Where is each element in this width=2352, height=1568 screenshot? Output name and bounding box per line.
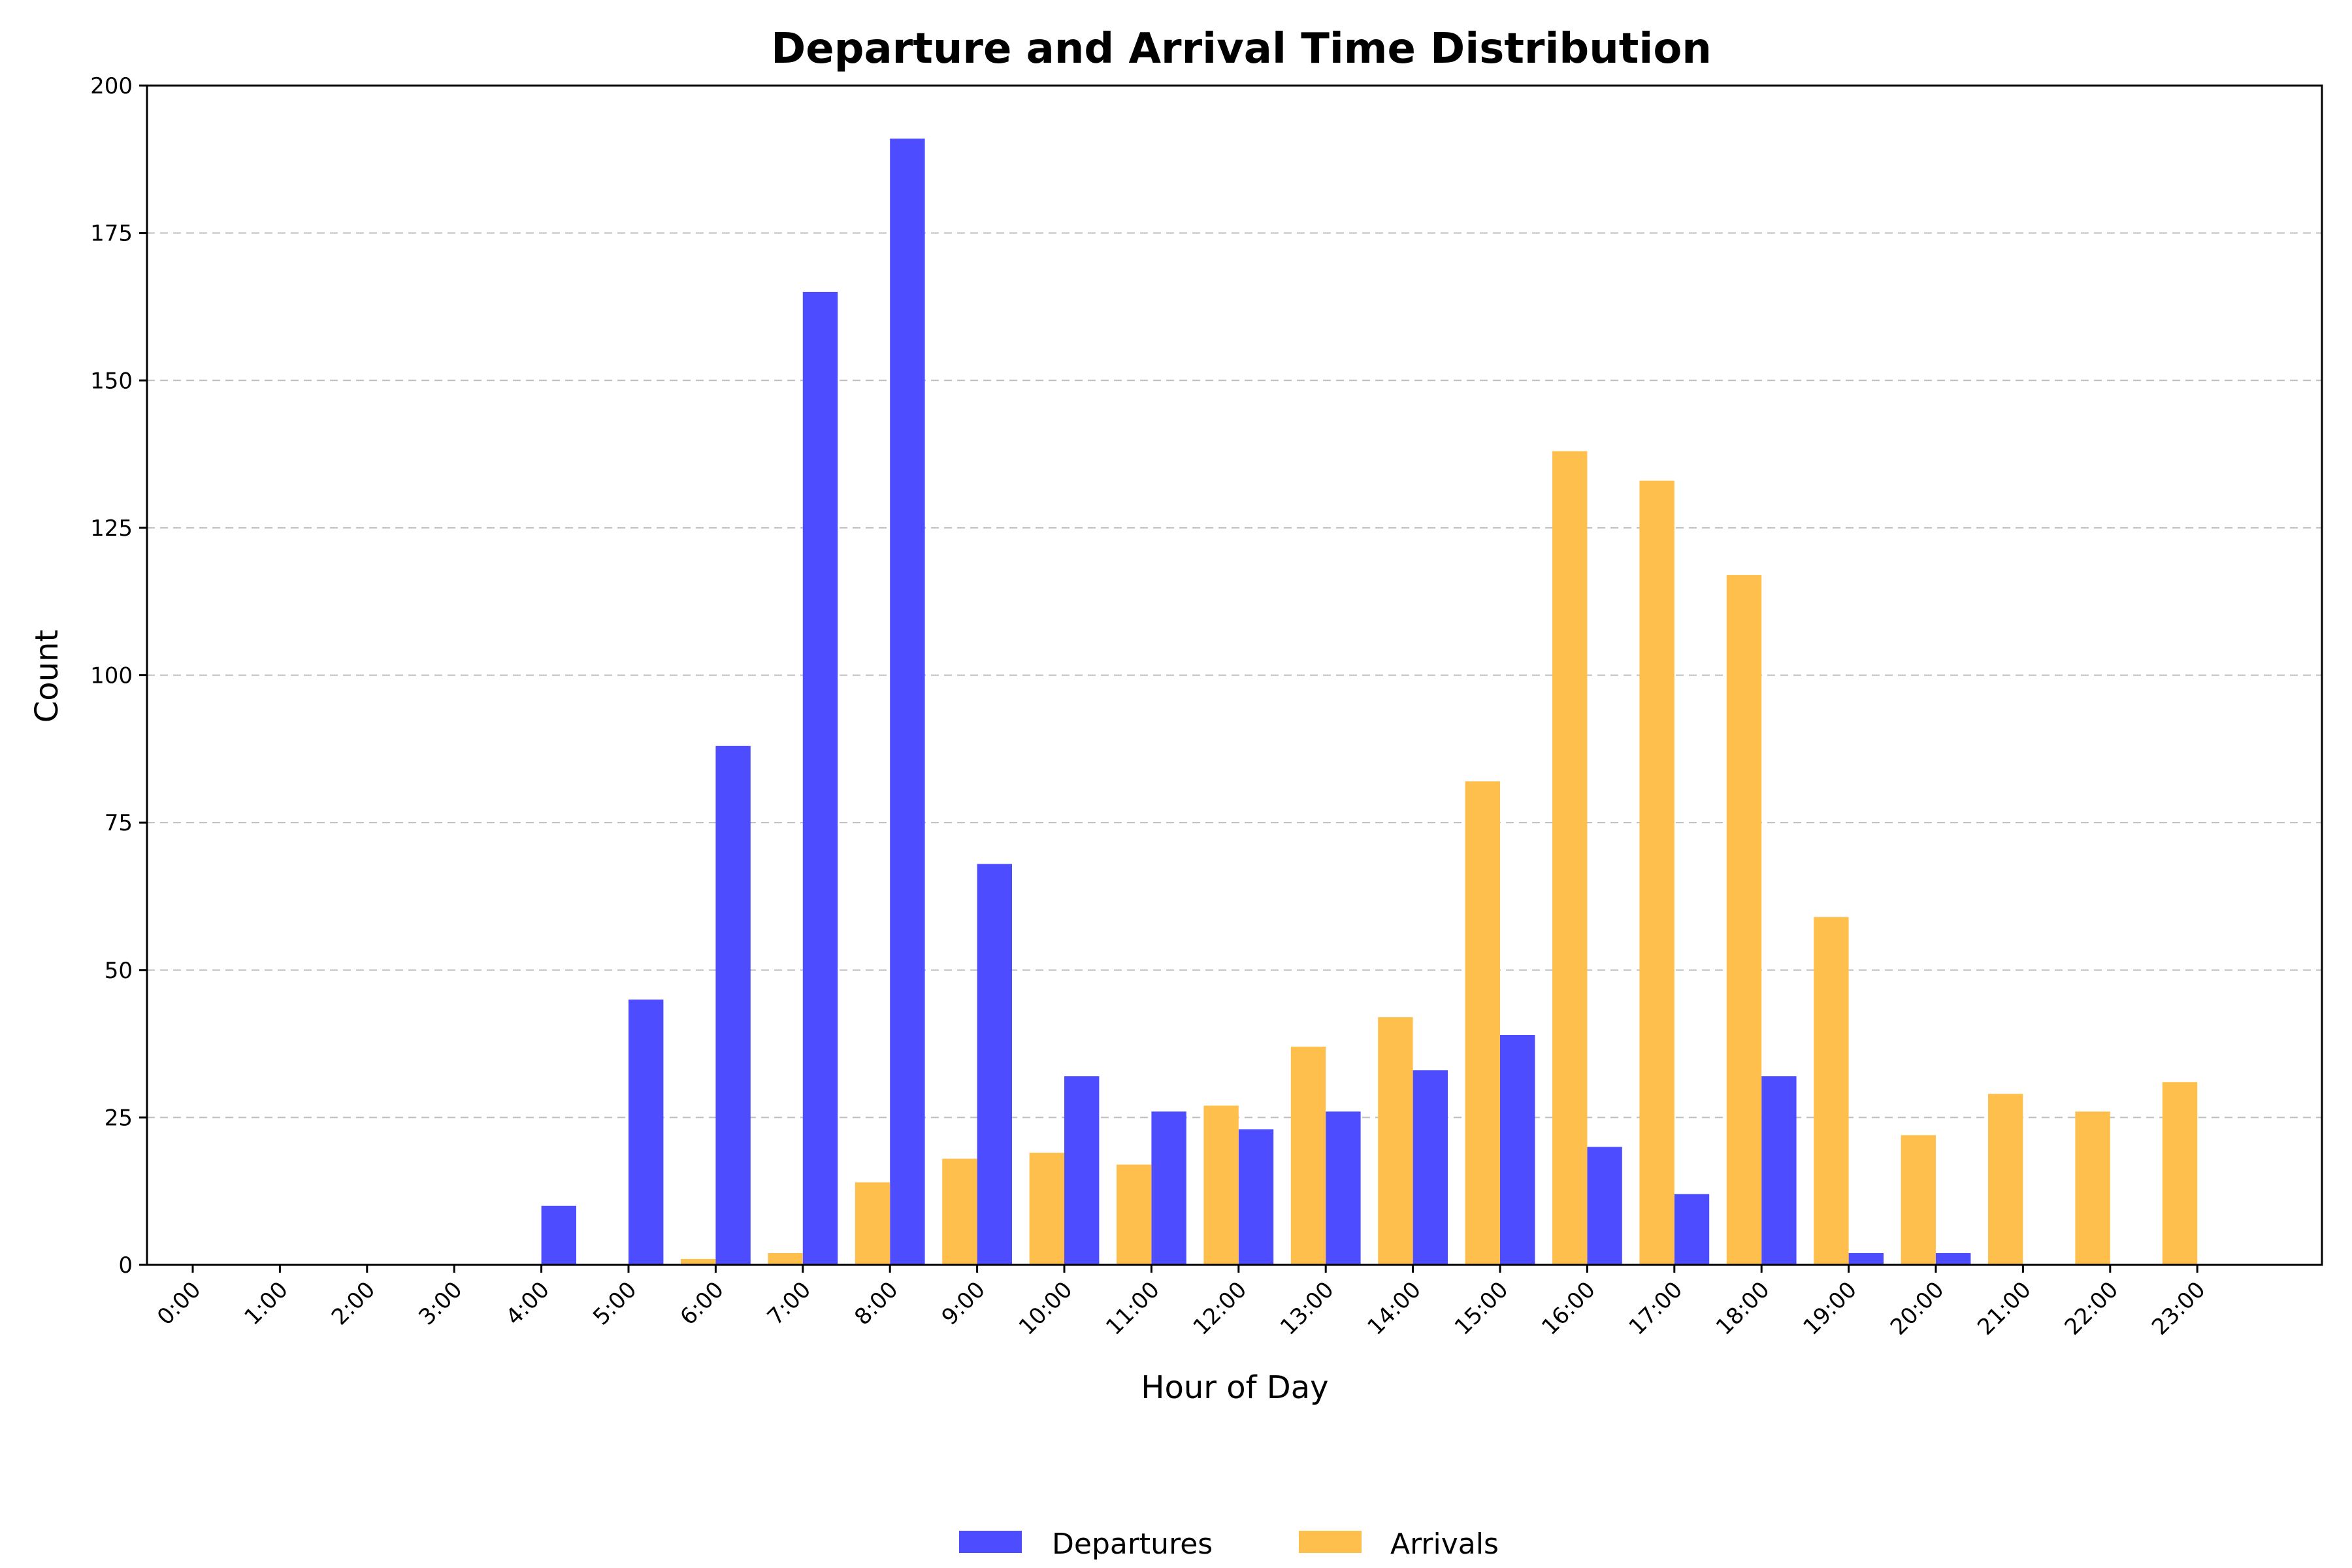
y-tick-label: 0 bbox=[118, 1252, 133, 1279]
bar-arrivals-1400 bbox=[1378, 1017, 1413, 1265]
bar-arrivals-2200 bbox=[2075, 1111, 2110, 1265]
bar-departures-900 bbox=[977, 864, 1012, 1265]
y-tick-label: 75 bbox=[105, 810, 133, 836]
bar-departures-1900 bbox=[1848, 1252, 1884, 1265]
bar-arrivals-1000 bbox=[1029, 1152, 1064, 1265]
y-tick-label: 150 bbox=[90, 368, 133, 394]
legend-swatch-arrivals bbox=[1299, 1531, 1362, 1553]
bar-arrivals-1100 bbox=[1117, 1164, 1152, 1265]
y-tick-label: 200 bbox=[90, 73, 133, 99]
bar-departures-1000 bbox=[1064, 1076, 1100, 1265]
legend-swatch-departures bbox=[959, 1531, 1022, 1553]
bar-arrivals-1300 bbox=[1290, 1047, 1326, 1265]
bar-departures-1700 bbox=[1674, 1194, 1710, 1265]
y-tick-label: 100 bbox=[90, 663, 133, 689]
y-tick-label: 25 bbox=[105, 1105, 133, 1131]
y-tick-label: 50 bbox=[105, 958, 133, 984]
bars bbox=[541, 139, 2198, 1266]
legend: Departures Arrivals bbox=[959, 1527, 1499, 1561]
bar-departures-500 bbox=[629, 999, 664, 1265]
bar-arrivals-2000 bbox=[1901, 1135, 1936, 1265]
bar-departures-2000 bbox=[1936, 1252, 1971, 1265]
bar-departures-1500 bbox=[1500, 1035, 1535, 1265]
bar-departures-1600 bbox=[1587, 1147, 1622, 1265]
legend-label-arrivals: Arrivals bbox=[1390, 1527, 1499, 1561]
bar-departures-600 bbox=[715, 745, 751, 1265]
bar-departures-800 bbox=[890, 139, 925, 1266]
bar-arrivals-1800 bbox=[1726, 575, 1762, 1266]
bar-arrivals-1500 bbox=[1465, 781, 1500, 1265]
y-tick-label: 175 bbox=[90, 221, 133, 247]
legend-label-departures: Departures bbox=[1052, 1527, 1213, 1561]
y-axis-ticks: 0 25 50 75 100 125 150 175 200 bbox=[90, 73, 147, 1279]
bar-arrivals-1900 bbox=[1814, 917, 1849, 1265]
bar-arrivals-2100 bbox=[1988, 1094, 2023, 1265]
bar-departures-400 bbox=[541, 1205, 576, 1265]
bar-arrivals-800 bbox=[855, 1182, 890, 1265]
bar-arrivals-1200 bbox=[1203, 1105, 1239, 1265]
y-tick-label: 125 bbox=[90, 515, 133, 542]
y-axis-label: Count bbox=[29, 630, 65, 723]
bar-arrivals-600 bbox=[681, 1258, 716, 1265]
bar-departures-700 bbox=[802, 291, 838, 1265]
chart-title: Departure and Arrival Time Distribution bbox=[771, 25, 1712, 73]
bar-arrivals-900 bbox=[942, 1158, 977, 1265]
bar-arrivals-2300 bbox=[2162, 1082, 2198, 1265]
bar-departures-1200 bbox=[1238, 1129, 1274, 1265]
bar-departures-1100 bbox=[1151, 1111, 1186, 1265]
bar-arrivals-1600 bbox=[1552, 451, 1588, 1265]
bar-arrivals-1700 bbox=[1639, 480, 1674, 1265]
bar-departures-1800 bbox=[1761, 1076, 1797, 1265]
bar-departures-1300 bbox=[1326, 1111, 1361, 1265]
bar-arrivals-700 bbox=[768, 1252, 803, 1265]
x-axis-label: Hour of Day bbox=[1141, 1369, 1328, 1406]
bar-departures-1400 bbox=[1413, 1070, 1448, 1265]
